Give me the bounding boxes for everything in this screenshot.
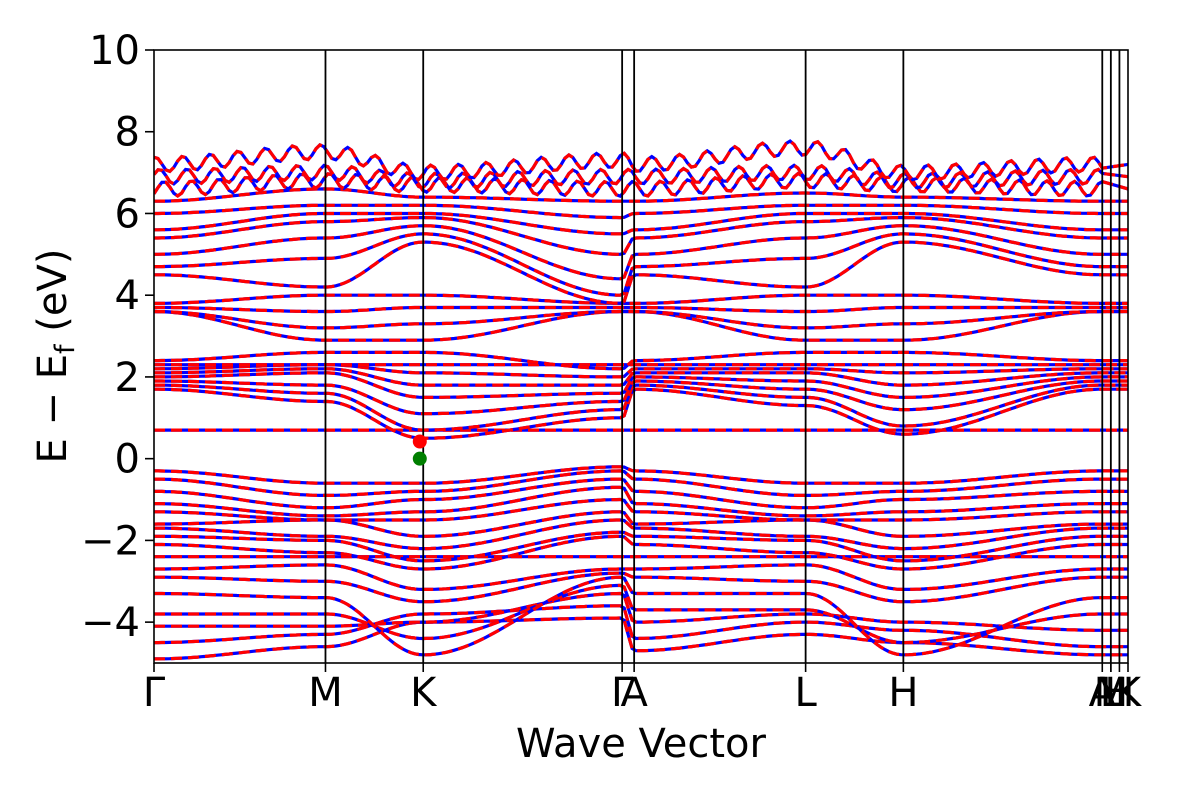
- band-line-dashed: [154, 211, 1128, 236]
- x-tick-label: M: [308, 670, 343, 716]
- x-tick-label: L: [1100, 670, 1123, 716]
- band-line-dashed: [154, 583, 1128, 645]
- y-tick-label: 8: [115, 110, 140, 156]
- band-line-dashed: [154, 171, 1128, 198]
- y-axis-title-main: E − E: [30, 354, 76, 464]
- band-line-dashed: [154, 530, 1128, 563]
- x-tick-label: H: [888, 670, 918, 716]
- band-line-dashed: [154, 465, 1128, 485]
- x-tick-label: A: [1089, 670, 1117, 716]
- x-tick-label: K: [410, 670, 438, 716]
- band-line-dashed: [154, 187, 1128, 203]
- band-line-dashed: [154, 571, 1128, 604]
- band-line-dashed: [154, 485, 1128, 518]
- band-line-dashed: [154, 350, 1128, 371]
- y-ticks: −4 −2 0 2 4 6 8 10: [81, 28, 154, 646]
- x-tick-label: M: [1094, 670, 1129, 716]
- kpoint-lines: [324, 50, 1121, 663]
- y-axis-title: E − Ef (eV): [30, 249, 81, 464]
- band-line-dashed: [154, 387, 1128, 440]
- y-axis-title-tail: (eV): [30, 249, 76, 345]
- band-line-dashed: [154, 518, 1128, 551]
- x-axis-title: Wave Vector: [516, 721, 767, 767]
- band-line-dashed: [154, 371, 1128, 400]
- band-line-dashed: [154, 224, 1128, 281]
- plot-frame: [153, 49, 1129, 664]
- x-tick-label: Γ: [611, 670, 634, 716]
- band-line-dashed: [154, 383, 1128, 432]
- band-line-dashed: [154, 616, 1128, 661]
- markers-layer: [412, 434, 427, 466]
- x-tick-label: Γ: [143, 670, 166, 716]
- y-tick-label: 6: [115, 191, 140, 237]
- band-line-dashed: [154, 469, 1128, 497]
- x-tick-label: K: [1115, 670, 1143, 716]
- band-line-dashed: [154, 534, 1128, 571]
- bands-layer: [154, 139, 1128, 661]
- y-tick-label: 2: [115, 355, 140, 401]
- band-line-dashed: [154, 591, 1128, 632]
- band-line-solid: [154, 139, 1128, 182]
- band-line-dashed: [154, 497, 1128, 522]
- band-line-dashed: [154, 216, 1128, 256]
- y-tick-label: 4: [115, 273, 140, 319]
- band-line-dashed: [154, 240, 1128, 306]
- y-tick-label: 0: [115, 437, 140, 483]
- band-edge-marker: [412, 434, 427, 449]
- y-axis-title-sub: f: [50, 343, 81, 354]
- plot-background: [154, 50, 1128, 663]
- band-line-dashed: [154, 563, 1128, 591]
- band-line-dashed: [154, 305, 1128, 314]
- band-line-dashed: [154, 379, 1128, 416]
- band-edge-marker: [412, 451, 427, 466]
- x-tick-label: H: [1104, 670, 1134, 716]
- x-tick-label: L: [794, 670, 817, 716]
- band-line-dashed: [154, 477, 1128, 510]
- y-tick-label: −4: [81, 600, 140, 646]
- band-line-dashed: [154, 309, 1128, 330]
- band-line-dashed: [154, 367, 1128, 387]
- y-tick-label: −2: [81, 518, 140, 564]
- band-line-dashed: [154, 232, 1128, 297]
- x-tick-label: A: [620, 670, 648, 716]
- band-line-dashed: [154, 293, 1128, 305]
- band-line-dashed: [154, 604, 1128, 649]
- band-line-dashed: [154, 163, 1128, 190]
- y-tick-label: 10: [89, 28, 140, 74]
- band-line-dashed: [154, 575, 1128, 657]
- band-line-dashed: [154, 203, 1128, 220]
